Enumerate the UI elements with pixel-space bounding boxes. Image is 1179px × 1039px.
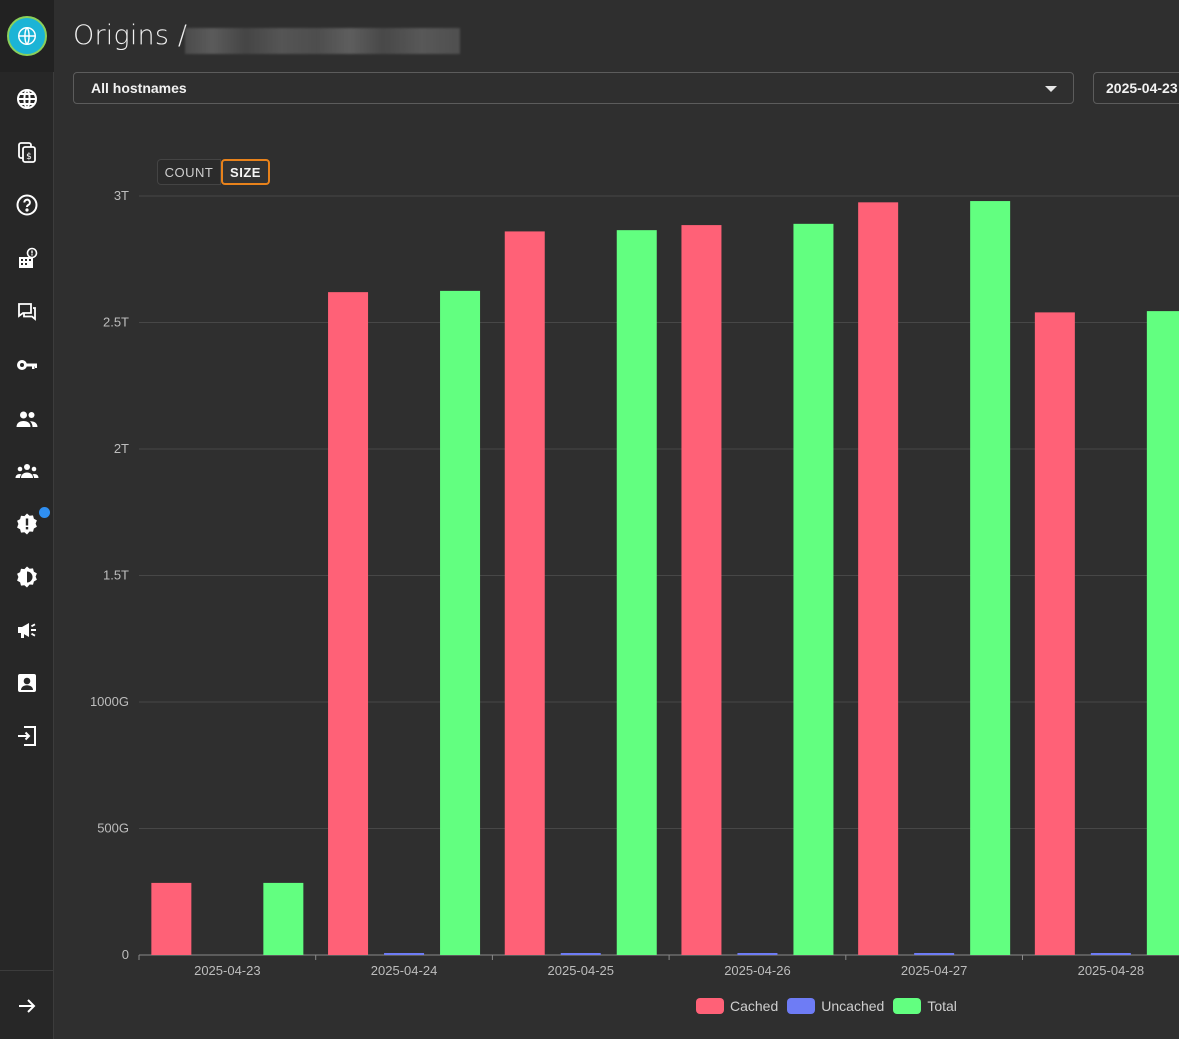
billing-icon[interactable]: $ xyxy=(13,138,41,166)
bar-cached xyxy=(1034,312,1075,955)
legend-item-cached[interactable]: Cached xyxy=(696,998,778,1014)
sidebar: $ xyxy=(0,0,54,1039)
legend-item-uncached[interactable]: Uncached xyxy=(787,998,884,1014)
date-range-field[interactable]: 2025-04-23 xyxy=(1093,72,1179,104)
chat-icon[interactable] xyxy=(13,298,41,326)
bar-cached xyxy=(858,202,899,955)
bar-uncached xyxy=(384,953,425,955)
y-tick-label: 1.5T xyxy=(103,568,129,583)
bar-total xyxy=(1146,311,1179,955)
y-tick-label: 1000G xyxy=(90,694,129,709)
bar-cached xyxy=(328,292,369,955)
x-tick-label: 2025-04-26 xyxy=(724,963,791,978)
logo-icon[interactable] xyxy=(7,16,47,56)
bar-cached xyxy=(504,231,545,956)
y-tick-label: 3T xyxy=(114,188,129,203)
x-tick-label: 2025-04-28 xyxy=(1078,963,1145,978)
bar-total xyxy=(793,223,834,955)
y-tick-label: 2.5T xyxy=(103,315,129,330)
bar-uncached xyxy=(914,953,955,955)
bar-cached xyxy=(151,882,192,955)
y-tick-label: 0 xyxy=(122,947,129,962)
bar-uncached xyxy=(1090,953,1131,955)
legend-label: Cached xyxy=(730,998,779,1014)
users-icon[interactable] xyxy=(13,405,41,433)
brightness-icon[interactable] xyxy=(13,563,41,591)
redacted-origin-name xyxy=(185,28,460,54)
x-tick-label: 2025-04-23 xyxy=(194,963,261,978)
sidebar-divider xyxy=(0,970,54,971)
notification-dot xyxy=(39,507,50,518)
page-title: Origins / xyxy=(73,20,188,51)
logo-area[interactable] xyxy=(0,0,54,72)
x-tick-label: 2025-04-25 xyxy=(548,963,615,978)
metric-toggle: COUNT SIZE xyxy=(157,159,270,185)
legend-item-total[interactable]: Total xyxy=(893,998,957,1014)
x-tick-label: 2025-04-27 xyxy=(901,963,968,978)
legend-label: Total xyxy=(927,998,957,1014)
bar-total xyxy=(970,201,1011,955)
megaphone-icon[interactable] xyxy=(13,616,41,644)
groups-icon[interactable] xyxy=(13,457,41,485)
svg-text:$: $ xyxy=(26,152,32,162)
hostname-select-value: All hostnames xyxy=(91,80,187,96)
building-alert-icon[interactable] xyxy=(13,245,41,273)
count-toggle-button[interactable]: COUNT xyxy=(157,159,221,185)
alert-badge-icon[interactable] xyxy=(13,510,41,538)
bar-total xyxy=(616,230,657,955)
help-icon[interactable] xyxy=(13,191,41,219)
arrow-right-icon[interactable] xyxy=(13,992,41,1020)
caret-down-icon xyxy=(1045,86,1057,92)
y-tick-label: 2T xyxy=(114,441,129,456)
legend-swatch xyxy=(696,998,724,1014)
bar-total xyxy=(263,882,304,955)
bar-total xyxy=(440,290,481,955)
globe-icon[interactable] xyxy=(13,85,41,113)
key-icon[interactable] xyxy=(13,351,41,379)
x-tick-label: 2025-04-24 xyxy=(371,963,438,978)
legend-label: Uncached xyxy=(821,998,885,1014)
y-tick-label: 500G xyxy=(97,821,129,836)
size-toggle-button[interactable]: SIZE xyxy=(221,159,270,185)
legend-swatch xyxy=(893,998,922,1014)
hostname-select[interactable]: All hostnames xyxy=(73,72,1074,104)
legend-swatch xyxy=(787,998,816,1014)
bar-uncached xyxy=(737,953,778,955)
bar-uncached xyxy=(560,953,601,955)
contact-icon[interactable] xyxy=(13,669,41,697)
bar-cached xyxy=(681,225,722,956)
chart-legend: Cached Uncached Total xyxy=(696,998,966,1014)
login-icon[interactable] xyxy=(13,722,41,750)
